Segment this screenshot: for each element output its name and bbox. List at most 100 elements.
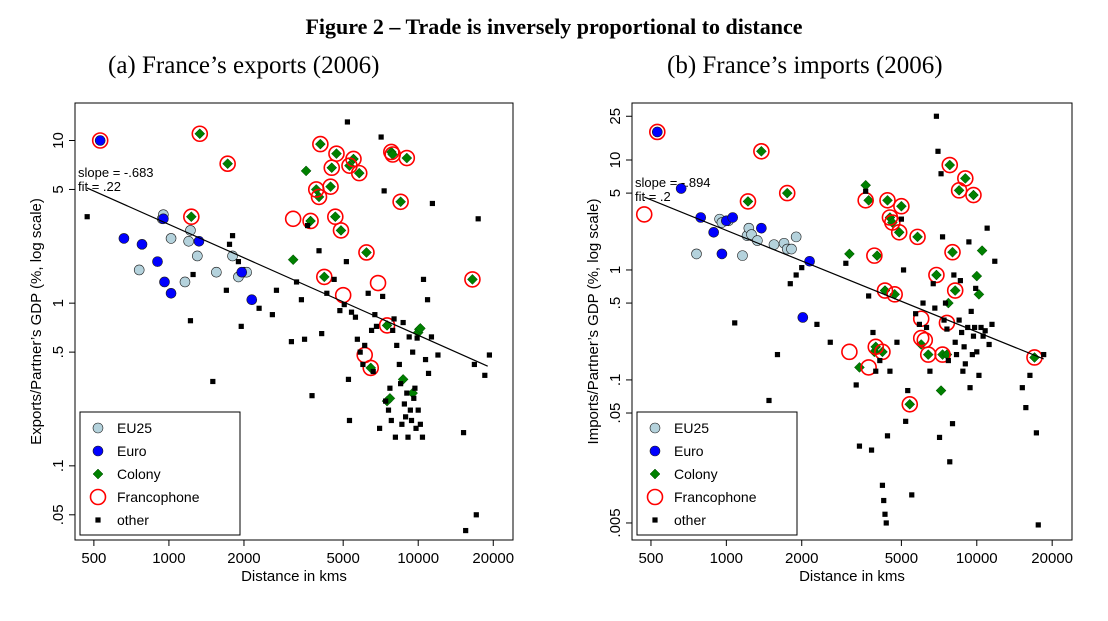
charta-francophone-point-24 bbox=[383, 143, 400, 161]
chartb-euro-point-1 bbox=[675, 183, 687, 194]
charta-other-point-60 bbox=[407, 407, 413, 413]
charta-other-point-28 bbox=[348, 309, 355, 315]
charta-other-point-75 bbox=[429, 200, 436, 207]
chartb-other-point-75 bbox=[1027, 372, 1033, 378]
charta-other-point-42 bbox=[381, 188, 387, 194]
chartb-y-tick-label-05: .05 bbox=[607, 403, 624, 424]
chartb-other-point-59 bbox=[968, 308, 974, 314]
chartb-other-point-25 bbox=[900, 267, 907, 273]
chartb-other-point-73 bbox=[1019, 385, 1025, 391]
chartb-other-point-60 bbox=[969, 351, 975, 358]
chartb-euro-point-6 bbox=[727, 212, 738, 223]
charta-other-point-7 bbox=[235, 259, 242, 265]
chartb-other-point-43 bbox=[944, 326, 950, 332]
chartb-other-point-20 bbox=[883, 520, 889, 526]
chartb-colony-point-22 bbox=[931, 269, 942, 281]
chartb-other-point-32 bbox=[923, 324, 930, 331]
charta-other-point-23 bbox=[341, 301, 347, 308]
charta-francophone-point-21 bbox=[362, 359, 380, 377]
chartb-colony-point-6 bbox=[863, 194, 875, 206]
charta-francophone-point-1 bbox=[183, 208, 200, 226]
charta-other-point-20 bbox=[324, 290, 330, 296]
charta-francophone-point-18 bbox=[350, 164, 368, 182]
chartb-x-tick-label-20000: 20000 bbox=[1031, 550, 1073, 567]
chartb-other-point-24 bbox=[898, 216, 904, 222]
chartb-series-euro bbox=[652, 126, 815, 323]
chartb-francophone-point-27 bbox=[941, 156, 959, 174]
charta-colony-point-25 bbox=[395, 196, 406, 208]
chartb-x-tick-label-2000: 2000 bbox=[785, 550, 818, 567]
charta-x-axis-label: Distance in kms bbox=[241, 568, 347, 585]
charta-colony-point-4 bbox=[300, 165, 312, 177]
charta-other-point-37 bbox=[372, 312, 378, 318]
charta-colony-point-11 bbox=[326, 162, 338, 174]
charta-euro-point-6 bbox=[165, 287, 177, 299]
chartb-francophone-point-21 bbox=[912, 329, 930, 347]
charta-other-point-19 bbox=[319, 330, 325, 337]
chartb-legend-label-colony: Colony bbox=[674, 466, 718, 482]
chartb-plot-frame bbox=[631, 102, 1073, 541]
chartb-colony-point-10 bbox=[877, 346, 888, 358]
chartb-francophone-point-8 bbox=[866, 247, 883, 264]
charta-colony-point-8 bbox=[315, 138, 326, 150]
chartb-legend-marker-euro bbox=[649, 445, 661, 457]
chartb-other-point-65 bbox=[976, 372, 982, 378]
charta-legend-marker-euro bbox=[92, 445, 104, 457]
chartb-other-point-18 bbox=[881, 497, 887, 504]
chartb-colony-point-1 bbox=[756, 145, 767, 157]
chartb-francophone-point-10 bbox=[874, 343, 891, 361]
charta-other-point-55 bbox=[401, 401, 407, 407]
chartb-other-point-37 bbox=[935, 148, 941, 154]
charta-other-point-27 bbox=[346, 417, 353, 424]
charta-other-point-29 bbox=[352, 314, 359, 320]
chartb-other-point-50 bbox=[956, 317, 962, 323]
chartb-other-point-33 bbox=[927, 368, 933, 374]
charta-euro-point-1 bbox=[118, 233, 130, 244]
chartb-francophone-point-17 bbox=[893, 197, 910, 215]
chartb-eu25-point-12 bbox=[786, 243, 797, 255]
charta-francophone-point-27 bbox=[398, 149, 416, 167]
chartb-eu25-point-0 bbox=[691, 248, 702, 260]
chartb-other-point-51 bbox=[957, 278, 963, 284]
charta-legend-marker-colony bbox=[92, 468, 104, 480]
charta-other-point-45 bbox=[387, 385, 393, 391]
chartb-fit-line bbox=[644, 196, 1044, 360]
charta-x-tick-label-500: 500 bbox=[81, 550, 106, 567]
chartb-other-point-26 bbox=[903, 418, 909, 424]
charta-francophone-point-20 bbox=[358, 244, 375, 261]
chartb-other-point-0 bbox=[732, 320, 738, 326]
charta-colony-point-31 bbox=[415, 323, 426, 334]
charta-legend-label-other: other bbox=[117, 512, 149, 528]
charta-fit-line bbox=[86, 187, 488, 367]
chartb-y-tick-label-25: 25 bbox=[607, 108, 624, 125]
chartb-francophone-point-3 bbox=[753, 143, 770, 160]
charta-other-point-74 bbox=[428, 334, 435, 340]
chartb-francophone-point-12 bbox=[879, 192, 896, 209]
chartb-y-tick-label-5: 5 bbox=[607, 189, 624, 197]
charta-other-point-49 bbox=[392, 434, 399, 440]
charta-francophone-point-4 bbox=[284, 210, 302, 228]
charta-other-point-51 bbox=[396, 361, 402, 368]
charta-other-point-22 bbox=[337, 308, 343, 314]
chartb-other-point-13 bbox=[868, 447, 875, 453]
chartb-other-point-58 bbox=[967, 385, 973, 391]
chartb-other-point-10 bbox=[856, 443, 863, 449]
charta-legend-label-euro: Euro bbox=[117, 443, 147, 459]
charta-other-point-43 bbox=[383, 398, 389, 404]
chartb-other-point-23 bbox=[894, 339, 900, 345]
chartb-euro-point-8 bbox=[797, 312, 809, 323]
charta-other-point-69 bbox=[419, 434, 426, 440]
chartb-legend-marker-eu25 bbox=[649, 422, 661, 434]
chartb-colony-point-29 bbox=[949, 285, 961, 296]
chartb-francophone-point-32 bbox=[965, 186, 982, 204]
charta-y-tick-label-10: 10 bbox=[50, 132, 67, 149]
charta-colony-point-2 bbox=[194, 128, 206, 140]
chartb-other-point-67 bbox=[980, 333, 986, 339]
chartb-francophone-point-16 bbox=[890, 224, 908, 241]
charta-eu25-point-5 bbox=[183, 236, 194, 247]
charta-x-tick-label-10000: 10000 bbox=[397, 550, 439, 567]
chartb-colony-point-23 bbox=[935, 385, 947, 396]
charta-other-point-11 bbox=[273, 287, 280, 293]
chartb-francophone-point-28 bbox=[944, 243, 961, 261]
